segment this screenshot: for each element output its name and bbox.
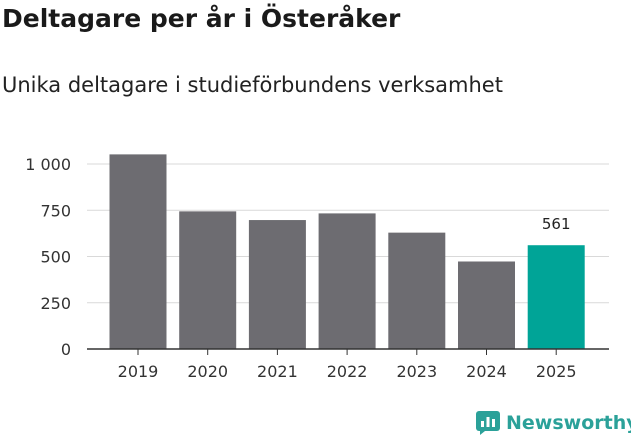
x-tick-label: 2020 (187, 362, 228, 381)
y-tick-label: 500 (40, 248, 71, 267)
data-label-2025: 561 (542, 215, 571, 233)
bar-2022 (318, 213, 376, 349)
bars (109, 154, 585, 349)
bar-2024 (458, 261, 515, 349)
x-tick-label: 2025 (536, 362, 577, 381)
newsworthy-logo-icon (476, 411, 500, 435)
x-tick-label: 2019 (118, 362, 159, 381)
y-tick-label: 250 (40, 294, 71, 313)
x-tick-label: 2022 (327, 362, 368, 381)
bar-2025 (527, 245, 585, 349)
chart-subtitle: Unika deltagare i studieförbundens verks… (2, 73, 503, 97)
x-tick-label: 2023 (396, 362, 437, 381)
bar-2020 (179, 211, 237, 349)
y-axis-labels: 0 250 500 750 1 000 (25, 155, 71, 359)
bar-2021 (248, 220, 306, 349)
x-tick-label: 2021 (257, 362, 298, 381)
y-tick-label: 750 (40, 201, 71, 220)
y-tick-label: 1 000 (25, 155, 71, 174)
bar-2019 (109, 154, 167, 349)
bar-2023 (388, 232, 446, 349)
x-axis-labels: 2019 2020 2021 2022 2023 2024 2025 (118, 362, 577, 381)
x-tick-label: 2024 (466, 362, 507, 381)
data-labels: 561 (542, 215, 571, 233)
y-tick-label: 0 (61, 340, 71, 359)
x-axis-ticks (137, 349, 557, 355)
chart-title: Deltagare per år i Österåker (2, 4, 401, 33)
brand-logo: Newsworthy (476, 408, 631, 438)
brand-name: Newsworthy (506, 412, 631, 434)
